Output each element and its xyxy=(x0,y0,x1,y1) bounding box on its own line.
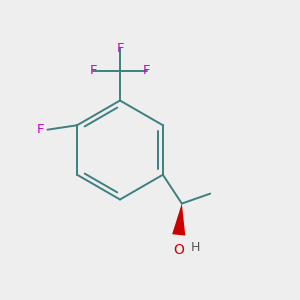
Text: F: F xyxy=(143,64,151,77)
Text: O: O xyxy=(173,243,184,257)
Text: F: F xyxy=(89,64,97,77)
Polygon shape xyxy=(172,204,185,236)
Text: H: H xyxy=(190,241,200,254)
Text: F: F xyxy=(37,123,44,136)
Text: F: F xyxy=(116,41,124,55)
